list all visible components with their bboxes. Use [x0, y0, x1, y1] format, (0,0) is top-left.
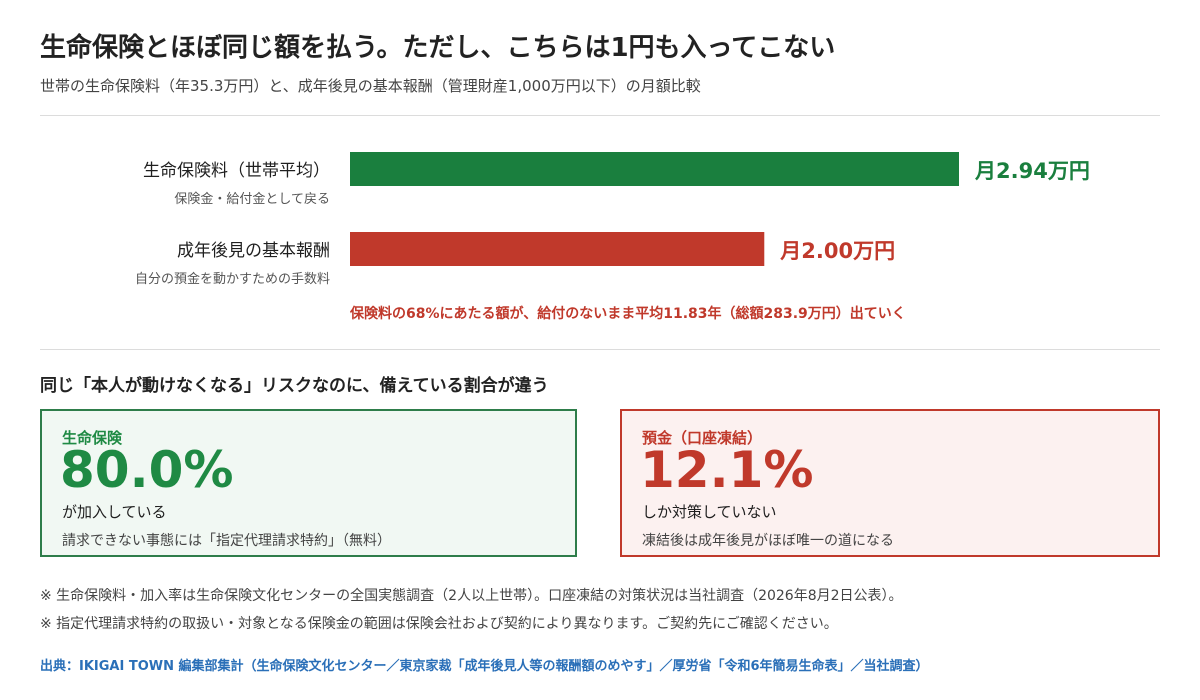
divider [40, 349, 1160, 350]
comparison-heading: 同じ「本人が動けなくなる」リスクなのに、備えている割合が違う [40, 376, 549, 396]
footnote: ※ 生命保険料・加入率は生命保険文化センターの全国実態調査（2人以上世帯）。口座… [40, 588, 903, 604]
category-note: 保険金・給付金として戻る [174, 191, 330, 207]
card-note: 請求できない事態には「指定代理請求特約」（無料） [62, 533, 391, 549]
data-label: 月2.94万円 [974, 159, 1090, 183]
source-citation: 出典：IKIGAI TOWN 編集部集計（生命保険文化センター／東京家裁「成年後… [40, 659, 929, 674]
card-note: 凍結後は成年後見がほぼ唯一の道になる [642, 533, 894, 549]
page-subtitle: 世帯の生命保険料（年35.3万円）と、成年後見の基本報酬（管理財産1,000万円… [40, 77, 701, 95]
card-label: 預金（口座凍結） [642, 429, 763, 447]
category-label: 生命保険料（世帯平均） [143, 161, 330, 181]
infographic: 生命保険とほぼ同じ額を払う。ただし、こちらは1円も入ってこない 世帯の生命保険料… [40, 0, 1160, 700]
bar [350, 232, 765, 266]
data-label: 月2.00万円 [779, 239, 895, 263]
chart-annotation: 保険料の68%にあたる額が、給付のないまま平均11.83年（総額283.9万円）… [349, 305, 906, 322]
deposit-freeze-card: 預金（口座凍結） 12.1% しか対策していない 凍結後は成年後見がほぼ唯一の道… [620, 409, 1160, 557]
card-description: が加入している [62, 503, 167, 521]
category-label: 成年後見の基本報酬 [177, 241, 330, 261]
card-label: 生命保険 [62, 429, 123, 447]
footnote: ※ 指定代理請求特約の取扱い・対象となる保険金の範囲は保険会社および契約により異… [40, 616, 838, 632]
life-insurance-card: 生命保険 80.0% が加入している 請求できない事態には「指定代理請求特約」（… [40, 409, 577, 557]
card-value: 80.0% [60, 441, 234, 499]
divider [40, 115, 1160, 116]
card-description: しか対策していない [642, 503, 777, 521]
category-note: 自分の預金を動かすための手数料 [135, 271, 330, 287]
card-value: 12.1% [640, 441, 814, 499]
bar [350, 152, 959, 186]
bar-chart: 生命保険料（世帯平均） 保険金・給付金として戻る 月2.94万円成年後見の基本報酬自… [135, 152, 1090, 322]
page-title: 生命保険とほぼ同じ額を払う。ただし、こちらは1円も入ってこない [40, 33, 836, 63]
